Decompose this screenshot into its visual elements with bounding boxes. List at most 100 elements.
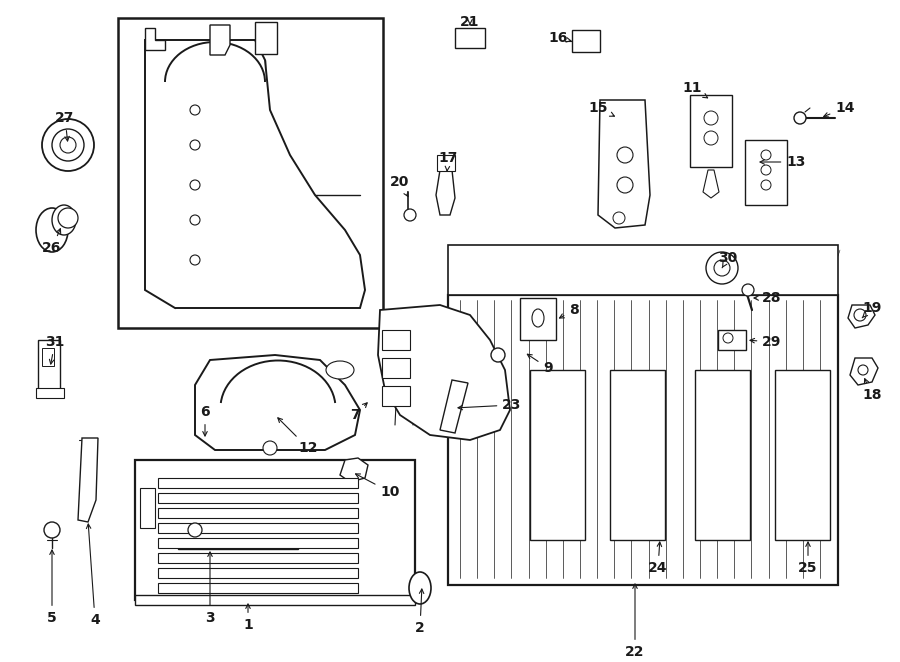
Circle shape: [263, 441, 277, 455]
Text: 9: 9: [527, 354, 553, 375]
Bar: [448, 295, 838, 585]
Text: 16: 16: [548, 31, 571, 45]
Polygon shape: [378, 305, 510, 440]
Circle shape: [491, 348, 505, 362]
Circle shape: [761, 150, 771, 160]
Text: 28: 28: [754, 291, 782, 305]
Polygon shape: [195, 355, 360, 450]
Bar: [572, 30, 600, 52]
Circle shape: [190, 215, 200, 225]
Circle shape: [617, 177, 633, 193]
Text: 20: 20: [391, 175, 410, 197]
Bar: [158, 523, 358, 533]
Circle shape: [706, 252, 738, 284]
Bar: [158, 538, 358, 548]
Polygon shape: [340, 458, 368, 482]
Circle shape: [404, 209, 416, 221]
Polygon shape: [775, 370, 830, 540]
Polygon shape: [848, 305, 875, 328]
Bar: [437, 155, 455, 171]
Polygon shape: [598, 100, 650, 228]
Bar: [255, 22, 277, 54]
Polygon shape: [78, 438, 98, 522]
Text: 26: 26: [42, 228, 62, 255]
Text: 13: 13: [760, 155, 806, 169]
Bar: [36, 388, 64, 398]
Text: 2: 2: [415, 589, 425, 635]
Circle shape: [617, 147, 633, 163]
Polygon shape: [850, 358, 878, 385]
Text: 3: 3: [205, 552, 215, 625]
Polygon shape: [695, 370, 750, 540]
Text: 4: 4: [86, 524, 100, 627]
Bar: [140, 488, 155, 528]
Circle shape: [613, 212, 625, 224]
Ellipse shape: [532, 309, 544, 327]
Circle shape: [52, 129, 84, 161]
Bar: [178, 540, 298, 549]
Bar: [118, 18, 383, 328]
Ellipse shape: [409, 572, 431, 604]
Circle shape: [714, 260, 730, 276]
Bar: [745, 140, 787, 205]
Circle shape: [44, 522, 60, 538]
Text: 27: 27: [55, 111, 75, 141]
Bar: [158, 583, 358, 593]
Bar: [158, 553, 358, 563]
Bar: [38, 340, 60, 395]
Polygon shape: [610, 370, 665, 540]
Bar: [382, 330, 410, 350]
Bar: [158, 478, 358, 488]
Circle shape: [188, 523, 202, 537]
Text: 11: 11: [682, 81, 707, 98]
Bar: [718, 330, 746, 350]
Polygon shape: [145, 28, 165, 50]
Text: 31: 31: [45, 335, 65, 364]
Text: 21: 21: [460, 15, 480, 29]
Circle shape: [58, 208, 78, 228]
Text: 18: 18: [862, 379, 882, 402]
Bar: [520, 298, 556, 340]
Text: 24: 24: [648, 542, 668, 575]
Text: 15: 15: [589, 101, 615, 117]
Polygon shape: [145, 40, 365, 308]
Circle shape: [723, 333, 733, 343]
Circle shape: [704, 111, 718, 125]
Circle shape: [190, 180, 200, 190]
Text: 12: 12: [278, 418, 318, 455]
Text: 30: 30: [718, 251, 738, 268]
Ellipse shape: [52, 205, 76, 235]
Circle shape: [60, 137, 76, 153]
Bar: [158, 493, 358, 503]
Polygon shape: [530, 370, 585, 540]
Circle shape: [190, 255, 200, 265]
Text: 29: 29: [750, 335, 782, 349]
Text: 7: 7: [350, 403, 367, 422]
Circle shape: [704, 131, 718, 145]
Circle shape: [761, 165, 771, 175]
Polygon shape: [436, 170, 455, 215]
Polygon shape: [440, 380, 468, 433]
Circle shape: [190, 140, 200, 150]
Bar: [158, 508, 358, 518]
Bar: [690, 95, 732, 167]
Circle shape: [854, 309, 866, 321]
Circle shape: [190, 105, 200, 115]
Bar: [42, 348, 54, 366]
Text: 22: 22: [626, 584, 644, 659]
Bar: [382, 386, 410, 406]
Ellipse shape: [326, 361, 354, 379]
Bar: [382, 358, 410, 378]
Circle shape: [794, 112, 806, 124]
Polygon shape: [703, 170, 719, 198]
Circle shape: [858, 365, 868, 375]
Text: 19: 19: [862, 301, 882, 318]
Polygon shape: [210, 25, 230, 55]
Text: 25: 25: [798, 542, 818, 575]
Bar: [135, 595, 415, 605]
Text: 17: 17: [438, 151, 458, 171]
Bar: [455, 28, 485, 48]
Text: 5: 5: [47, 550, 57, 625]
Circle shape: [742, 284, 754, 296]
Text: 1: 1: [243, 604, 253, 632]
